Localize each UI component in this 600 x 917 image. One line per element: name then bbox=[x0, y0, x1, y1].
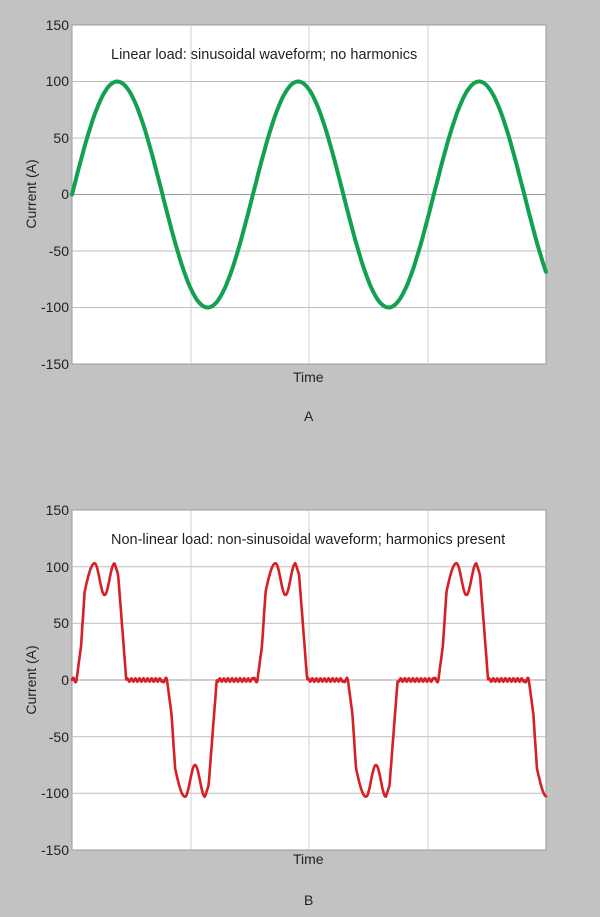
chart-b-ytick: 0 bbox=[61, 672, 69, 688]
chart-b-ylabel: Current (A) bbox=[23, 645, 39, 715]
chart-b-ytick: -100 bbox=[40, 785, 69, 801]
chart-a-grid bbox=[72, 25, 546, 364]
chart-a-caption: A bbox=[304, 408, 314, 424]
chart-b-ytick: 150 bbox=[45, 502, 69, 518]
chart-b-ytick: -50 bbox=[48, 729, 69, 745]
chart-a-title: Linear load: sinusoidal waveform; no har… bbox=[111, 47, 418, 63]
chart-b-ytick: 50 bbox=[53, 615, 69, 631]
chart-a-sine-wave bbox=[70, 79, 548, 310]
chart-a-ylabel: Current (A) bbox=[23, 159, 39, 229]
chart-a-ytick: -150 bbox=[40, 356, 69, 372]
chart-b-xlabel: Time bbox=[293, 851, 324, 867]
chart-a-ytick: 50 bbox=[53, 130, 69, 146]
chart-b-ytick: 100 bbox=[45, 559, 69, 575]
chart-a-ytick: 0 bbox=[61, 186, 69, 202]
chart-a-xlabel: Time bbox=[293, 369, 324, 385]
chart-b-title: Non-linear load: non-sinusoidal waveform… bbox=[111, 532, 506, 548]
chart-b-caption: B bbox=[304, 892, 314, 908]
chart-a-ytick: -100 bbox=[40, 299, 69, 315]
chart-a-ytick: 100 bbox=[45, 73, 69, 89]
chart-a-plot-area bbox=[70, 24, 548, 365]
chart-a-ytick: -50 bbox=[48, 243, 69, 259]
chart-b-ytick: -150 bbox=[40, 842, 69, 858]
chart-a-ytick: 150 bbox=[45, 17, 69, 33]
